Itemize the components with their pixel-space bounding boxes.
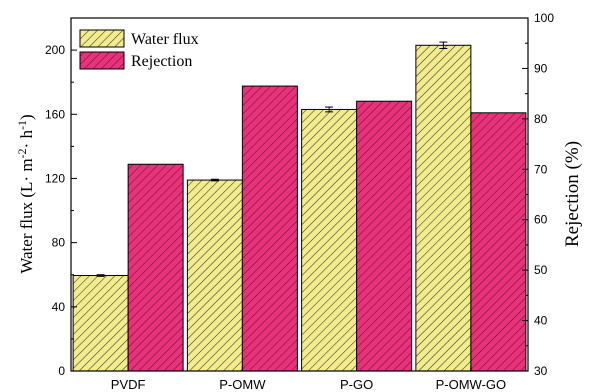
right-tick-label: 70 (534, 162, 548, 176)
bar-rejection-p-go (356, 100, 413, 372)
legend-swatch-rejection (79, 51, 125, 70)
left-tick-label: 80 (52, 236, 66, 250)
bar-rejection-pvdf (127, 163, 184, 372)
left-tick-label: 160 (45, 107, 65, 121)
legend-label-rejection: Rejection (131, 53, 192, 70)
bar-water-flux-p-omw (186, 179, 243, 372)
right-tick-label: 50 (534, 263, 548, 277)
x-tick-label-p-omw-go: P-OMW-GO (436, 377, 507, 392)
right-tick-label: 60 (534, 213, 548, 227)
left-tick-label: 200 (45, 43, 65, 57)
left-tick-label: 40 (52, 300, 66, 314)
bar-water-flux-p-go (301, 108, 358, 372)
error-bars-layer (96, 41, 448, 277)
bar-rejection-p-omw-go (470, 112, 527, 372)
y-axis-left-title: Water flux (L· m-2· h-1) (15, 114, 36, 273)
legend: Water flux Rejection (79, 29, 199, 70)
bar-rejection-p-omw (241, 85, 298, 372)
right-tick-label: 90 (534, 61, 548, 75)
bar-water-flux-p-omw-go (415, 44, 472, 372)
left-tick-label: 120 (45, 171, 65, 185)
x-tick-label-p-omw: P-OMW (219, 377, 266, 392)
bars-layer (72, 44, 527, 372)
right-tick-label: 40 (534, 314, 548, 328)
right-tick-label: 100 (534, 11, 554, 25)
right-tick-label: 30 (534, 364, 548, 378)
x-tick-label-p-go: P-GO (340, 377, 373, 392)
right-tick-label: 80 (534, 112, 548, 126)
left-tick-label: 0 (58, 364, 65, 378)
x-tick-label-pvdf: PVDF (111, 377, 146, 392)
y-axis-right-title: Rejection (%) (562, 141, 583, 247)
legend-label-water-flux: Water flux (131, 31, 199, 48)
bar-water-flux-pvdf (72, 275, 129, 372)
legend-swatch-water-flux (79, 29, 125, 48)
right-axis: 30 40 50 60 70 80 90 100 (522, 11, 554, 378)
left-axis: 0 40 80 120 160 200 (45, 43, 77, 378)
x-axis: PVDF P-OMW P-GO P-OMW-GO (111, 366, 506, 392)
